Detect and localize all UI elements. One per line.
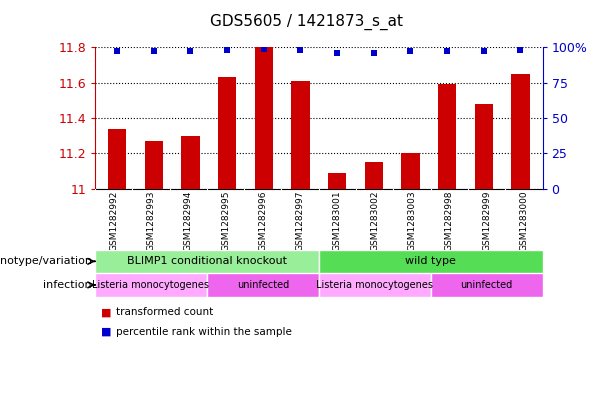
Bar [291,81,310,189]
Text: wild type: wild type [405,256,456,266]
Point [295,47,305,53]
Text: ■: ■ [101,327,112,337]
Text: GSM1283000: GSM1283000 [519,191,528,251]
Text: GSM1282993: GSM1282993 [147,191,156,251]
Point [149,48,159,55]
Text: GSM1282998: GSM1282998 [445,191,454,251]
Bar [207,273,319,297]
Point [479,48,489,55]
Text: infection: infection [44,280,92,290]
Text: uninfected: uninfected [460,280,512,290]
Text: transformed count: transformed count [116,307,214,318]
Point [442,48,452,55]
Text: ■: ■ [101,307,112,318]
Text: GSM1282996: GSM1282996 [258,191,267,251]
Bar [319,273,430,297]
Bar [438,84,456,189]
Text: BLIMP1 conditional knockout: BLIMP1 conditional knockout [127,256,287,266]
Bar [319,250,543,273]
Text: GSM1283002: GSM1283002 [370,191,379,251]
Point [516,47,525,53]
Bar [254,19,273,189]
Point [186,48,196,55]
Bar [511,73,530,189]
Text: GSM1282992: GSM1282992 [109,191,118,251]
Point [259,46,268,52]
Bar [430,273,543,297]
Text: GSM1282997: GSM1282997 [295,191,305,251]
Text: GSM1282999: GSM1282999 [482,191,491,251]
Point [112,48,122,55]
Text: genotype/variation: genotype/variation [0,256,92,266]
Point [369,50,379,56]
Text: GSM1282995: GSM1282995 [221,191,230,251]
Bar [95,250,319,273]
Point [222,47,232,53]
Text: uninfected: uninfected [237,280,289,290]
Bar [328,173,346,189]
Bar [365,162,383,189]
Text: percentile rank within the sample: percentile rank within the sample [116,327,292,337]
Text: GSM1283001: GSM1283001 [333,191,342,251]
Point [406,48,416,55]
Text: GSM1283003: GSM1283003 [408,191,416,251]
Text: Listeria monocytogenes: Listeria monocytogenes [93,280,210,290]
Bar [108,129,126,189]
Bar [95,273,207,297]
Bar [218,77,236,189]
Bar [402,153,420,189]
Bar [474,104,493,189]
Text: Listeria monocytogenes: Listeria monocytogenes [316,280,433,290]
Bar [181,136,200,189]
Text: GSM1282994: GSM1282994 [184,191,192,251]
Point [332,50,342,56]
Text: GDS5605 / 1421873_s_at: GDS5605 / 1421873_s_at [210,13,403,30]
Bar [145,141,163,189]
